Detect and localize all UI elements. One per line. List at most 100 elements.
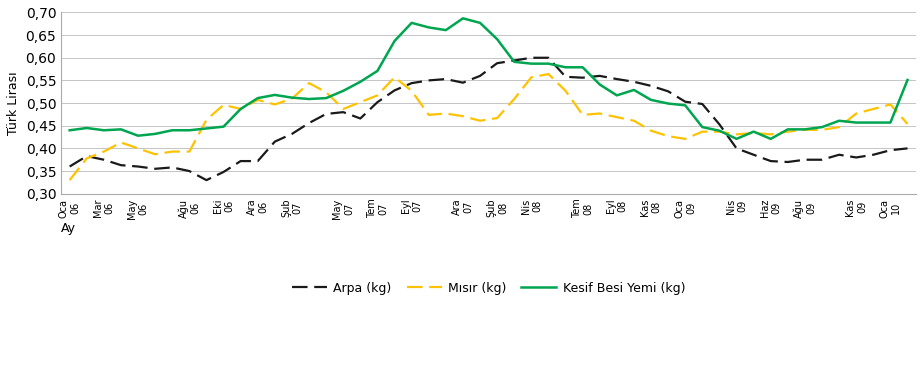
Mısır (kg) — [748, 131, 759, 135]
Kesif Besi Yemi (kg) — [679, 103, 690, 108]
Mısır (kg) — [338, 107, 349, 111]
Kesif Besi Yemi (kg) — [799, 127, 810, 132]
Arpa (kg) — [526, 55, 537, 60]
Kesif Besi Yemi (kg) — [594, 82, 605, 87]
Kesif Besi Yemi (kg) — [713, 128, 725, 133]
X-axis label: Ay: Ay — [61, 222, 76, 235]
Mısır (kg) — [150, 152, 161, 157]
Kesif Besi Yemi (kg) — [338, 89, 349, 93]
Arpa (kg) — [783, 160, 794, 164]
Mısır (kg) — [372, 93, 383, 97]
Arpa (kg) — [713, 122, 725, 126]
Arpa (kg) — [150, 167, 161, 171]
Arpa (kg) — [509, 58, 520, 63]
Arpa (kg) — [320, 112, 331, 116]
Kesif Besi Yemi (kg) — [133, 134, 144, 138]
Arpa (kg) — [765, 159, 776, 163]
Mısır (kg) — [320, 90, 331, 94]
Arpa (kg) — [99, 157, 110, 162]
Mısır (kg) — [81, 156, 92, 161]
Kesif Besi Yemi (kg) — [577, 65, 588, 70]
Arpa (kg) — [474, 74, 485, 78]
Mısır (kg) — [474, 119, 485, 123]
Kesif Besi Yemi (kg) — [868, 120, 879, 125]
Kesif Besi Yemi (kg) — [885, 120, 896, 125]
Mısır (kg) — [389, 75, 400, 80]
Mısır (kg) — [765, 132, 776, 137]
Mısır (kg) — [184, 149, 195, 154]
Kesif Besi Yemi (kg) — [458, 16, 469, 20]
Arpa (kg) — [304, 121, 315, 125]
Arpa (kg) — [799, 157, 810, 162]
Kesif Besi Yemi (kg) — [663, 101, 674, 106]
Mısır (kg) — [440, 111, 451, 116]
Line: Kesif Besi Yemi (kg): Kesif Besi Yemi (kg) — [69, 18, 907, 139]
Mısır (kg) — [817, 128, 828, 132]
Arpa (kg) — [748, 153, 759, 157]
Kesif Besi Yemi (kg) — [731, 137, 742, 141]
Kesif Besi Yemi (kg) — [64, 128, 75, 132]
Kesif Besi Yemi (kg) — [235, 107, 246, 111]
Kesif Besi Yemi (kg) — [902, 78, 913, 82]
Kesif Besi Yemi (kg) — [252, 96, 263, 100]
Arpa (kg) — [611, 77, 622, 81]
Kesif Besi Yemi (kg) — [851, 120, 862, 125]
Mısır (kg) — [304, 81, 315, 85]
Arpa (kg) — [594, 74, 605, 78]
Kesif Besi Yemi (kg) — [629, 88, 640, 92]
Kesif Besi Yemi (kg) — [440, 28, 451, 32]
Mısır (kg) — [115, 140, 126, 145]
Arpa (kg) — [833, 153, 845, 157]
Kesif Besi Yemi (kg) — [270, 93, 281, 97]
Mısır (kg) — [731, 132, 742, 137]
Arpa (kg) — [354, 116, 366, 121]
Kesif Besi Yemi (kg) — [81, 126, 92, 130]
Mısır (kg) — [885, 102, 896, 107]
Arpa (kg) — [629, 80, 640, 84]
Kesif Besi Yemi (kg) — [115, 127, 126, 132]
Mısır (kg) — [679, 137, 690, 141]
Kesif Besi Yemi (kg) — [286, 95, 297, 100]
Kesif Besi Yemi (kg) — [218, 124, 229, 129]
Arpa (kg) — [851, 155, 862, 160]
Arpa (kg) — [372, 100, 383, 105]
Y-axis label: Türk Lirası: Türk Lirası — [7, 71, 20, 135]
Arpa (kg) — [731, 146, 742, 151]
Kesif Besi Yemi (kg) — [526, 61, 537, 66]
Mısır (kg) — [611, 115, 622, 119]
Arpa (kg) — [663, 89, 674, 93]
Mısır (kg) — [133, 146, 144, 151]
Mısır (kg) — [167, 149, 178, 154]
Mısır (kg) — [868, 107, 879, 111]
Arpa (kg) — [492, 61, 503, 65]
Arpa (kg) — [902, 146, 913, 151]
Kesif Besi Yemi (kg) — [150, 132, 161, 136]
Arpa (kg) — [218, 170, 229, 174]
Arpa (kg) — [697, 102, 708, 106]
Kesif Besi Yemi (kg) — [817, 125, 828, 129]
Mısır (kg) — [543, 72, 554, 76]
Kesif Besi Yemi (kg) — [304, 97, 315, 101]
Arpa (kg) — [817, 157, 828, 162]
Arpa (kg) — [64, 164, 75, 169]
Arpa (kg) — [543, 55, 554, 60]
Kesif Besi Yemi (kg) — [748, 129, 759, 134]
Arpa (kg) — [424, 78, 435, 83]
Mısır (kg) — [833, 125, 845, 129]
Kesif Besi Yemi (kg) — [560, 65, 571, 70]
Mısır (kg) — [270, 102, 281, 107]
Arpa (kg) — [252, 159, 263, 163]
Kesif Besi Yemi (kg) — [765, 137, 776, 141]
Mısır (kg) — [218, 103, 229, 107]
Arpa (kg) — [577, 76, 588, 80]
Arpa (kg) — [868, 153, 879, 157]
Mısır (kg) — [201, 118, 212, 122]
Mısır (kg) — [594, 111, 605, 116]
Kesif Besi Yemi (kg) — [372, 69, 383, 73]
Kesif Besi Yemi (kg) — [184, 128, 195, 132]
Kesif Besi Yemi (kg) — [833, 119, 845, 123]
Kesif Besi Yemi (kg) — [406, 20, 417, 25]
Kesif Besi Yemi (kg) — [354, 80, 366, 84]
Arpa (kg) — [338, 110, 349, 114]
Arpa (kg) — [560, 74, 571, 79]
